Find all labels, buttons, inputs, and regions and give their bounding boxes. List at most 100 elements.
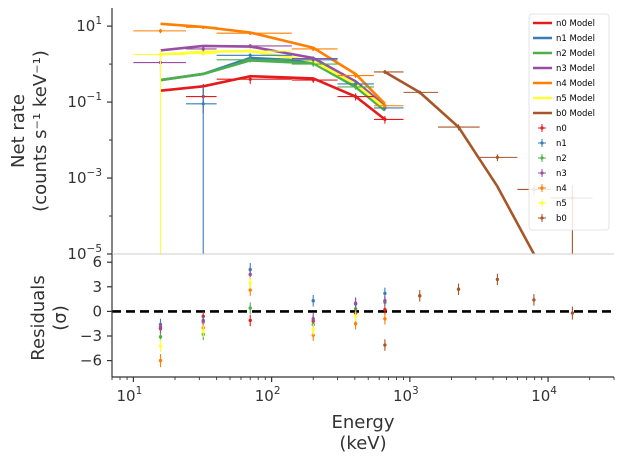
- data-point-n3: [291, 56, 338, 62]
- xtick-label-1: 102: [255, 385, 281, 405]
- tick-exponent: 1: [95, 15, 102, 27]
- residual-point-n4: [158, 354, 163, 368]
- legend-label-n5-model: n5 Model: [556, 94, 595, 104]
- marker-n3: [311, 56, 315, 61]
- legend-label-n5: n5: [556, 199, 567, 209]
- data-point-n2: [216, 57, 292, 63]
- residual-marker-n1: [383, 291, 387, 296]
- residual-point-n3: [158, 321, 163, 333]
- top-ytick-label-1: 10−1: [67, 91, 102, 111]
- data-point-n5: [185, 51, 217, 57]
- bottom-ytick-label-4: −6: [80, 352, 102, 370]
- data-point-n4: [185, 25, 217, 29]
- marker-n4: [201, 25, 205, 29]
- residual-marker-n0: [248, 318, 252, 323]
- data-point-n3: [185, 45, 217, 53]
- residual-marker-n4: [353, 322, 358, 326]
- axis-labels: Net rate(counts s⁻¹ keV⁻¹) Residuals(σ) En…: [8, 50, 395, 454]
- data-point-n1: [185, 86, 217, 254]
- residual-marker-n4: [383, 317, 387, 321]
- model-line-n0: [160, 74, 386, 121]
- residual-marker-b0: [495, 277, 500, 282]
- legend-label-n2: n2: [556, 154, 567, 164]
- residual-point-n3: [311, 313, 315, 325]
- data-point-n3: [133, 55, 186, 76]
- tick-exponent: −1: [87, 91, 102, 103]
- model-line-n2: [160, 59, 386, 112]
- residual-marker-n4: [158, 358, 163, 363]
- legend-marker-n3: [540, 171, 544, 175]
- residual-point-n5: [158, 339, 163, 353]
- legend-label-n4: n4: [556, 184, 567, 194]
- bottom-plot-area: [112, 263, 614, 368]
- tick-exponent: −5: [87, 243, 102, 255]
- residual-marker-b0: [532, 298, 536, 302]
- data-point-b0: [403, 90, 439, 95]
- residual-marker-n3: [248, 272, 252, 277]
- tick-base: 10: [117, 387, 136, 405]
- tick-base: 10: [393, 387, 412, 405]
- residual-marker-b0: [456, 287, 461, 291]
- bottom-ytick-label-0: 6: [92, 253, 102, 271]
- residual-marker-n3: [383, 299, 387, 303]
- xtick-label-2: 103: [393, 385, 419, 405]
- tick-exponent: 1: [136, 385, 143, 397]
- marker-n2: [248, 58, 252, 62]
- data-point-n4: [337, 73, 374, 79]
- residual-point-b0: [570, 306, 575, 320]
- marker-n1: [353, 82, 358, 86]
- data-point-n5: [133, 49, 186, 254]
- tick-base: 10: [255, 387, 274, 405]
- top-ytick-label-0: 101: [76, 15, 102, 35]
- marker-n0: [383, 117, 387, 121]
- residual-point-b0: [383, 339, 387, 351]
- residual-marker-b0: [383, 343, 387, 347]
- marker-n3: [201, 47, 205, 51]
- residual-point-n4: [383, 313, 387, 325]
- marker-b0: [418, 90, 422, 94]
- marker-n0: [248, 77, 252, 81]
- model-line-n3: [160, 44, 386, 107]
- residual-point-n5: [248, 276, 252, 289]
- residual-marker-n4: [248, 288, 252, 292]
- residual-marker-b0: [570, 311, 575, 315]
- top-ylabel-line-0: Net rate: [8, 94, 29, 168]
- legend-marker-n4: [540, 186, 544, 190]
- data-point-n5: [216, 48, 292, 54]
- tick-exponent: 4: [550, 385, 557, 397]
- tick-base: 10: [67, 169, 86, 187]
- legend-label-n4-model: n4 Model: [556, 79, 595, 89]
- residual-point-n5: [353, 311, 358, 322]
- bottom-ylabel-line-1: (σ): [50, 305, 71, 330]
- legend-label-n1-model: n1 Model: [556, 34, 595, 44]
- residual-point-n5: [201, 325, 205, 337]
- tick-base: 10: [76, 17, 95, 35]
- data-point-n3: [216, 43, 292, 49]
- marker-n4: [248, 31, 252, 35]
- marker-n5: [248, 49, 252, 53]
- residual-point-b0: [456, 283, 461, 295]
- legend-label-n3-model: n3 Model: [556, 64, 595, 74]
- legend-frame: [528, 13, 610, 231]
- marker-n4: [158, 29, 163, 33]
- legend-marker-n0: [540, 126, 544, 130]
- residual-marker-n5: [201, 329, 205, 333]
- marker-b0: [456, 125, 461, 129]
- residual-marker-n1: [311, 299, 315, 303]
- legend-label-b0: b0: [556, 214, 567, 224]
- tick-exponent: 3: [412, 385, 419, 397]
- marker-b0: [495, 155, 499, 159]
- xtick-label-3: 104: [531, 385, 557, 405]
- residual-point-n3: [353, 297, 358, 309]
- marker-n1: [248, 53, 252, 57]
- marker-n1: [201, 102, 205, 106]
- residual-point-n2: [248, 302, 252, 314]
- residual-marker-n5: [311, 327, 315, 332]
- top-plot-area: [133, 22, 593, 254]
- bottom-ylabel-line-0: Residuals: [28, 275, 49, 360]
- data-point-n2: [291, 61, 338, 67]
- data-point-n2: [337, 84, 374, 90]
- bottom-ytick-label-1: 3: [92, 278, 102, 296]
- marker-n4: [383, 104, 387, 108]
